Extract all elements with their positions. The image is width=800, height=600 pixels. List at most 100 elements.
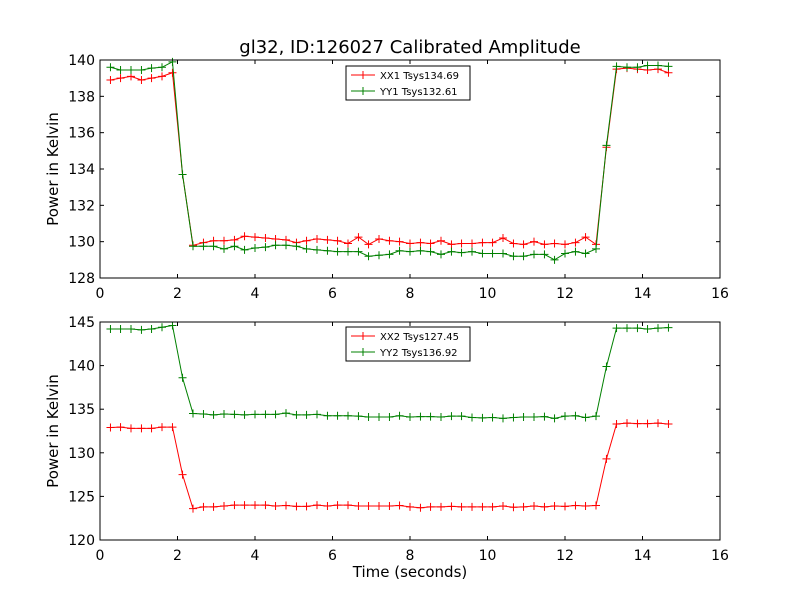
legend-label: XX2 Tsys127.45: [380, 332, 459, 343]
data-point: [571, 238, 580, 247]
data-point: [499, 249, 507, 258]
data-point: [292, 242, 301, 251]
y-tick-label: 140: [68, 359, 95, 375]
data-point: [251, 410, 259, 419]
data-point: [437, 413, 445, 422]
data-point: [488, 413, 497, 422]
data-point: [406, 247, 414, 256]
data-point: [612, 62, 621, 71]
data-point: [540, 412, 549, 421]
data-point: [220, 409, 228, 418]
data-point: [313, 410, 321, 419]
data-point: [158, 323, 166, 332]
data-point: [116, 423, 125, 432]
data-point: [519, 413, 528, 422]
data-point: [106, 75, 115, 84]
data-point: [106, 423, 115, 432]
data-point: [540, 502, 549, 511]
data-point: [271, 410, 280, 419]
data-point: [488, 502, 497, 511]
data-point: [457, 239, 466, 248]
data-point: [251, 244, 259, 253]
data-point: [633, 63, 642, 72]
data-point: [344, 247, 352, 256]
data-point: [333, 247, 342, 256]
chart-panel-1: 0 2 4 6 8 10 12 14 16 128 130 132 134 136 138 140 Power …: [44, 53, 729, 302]
legend-marker: [359, 332, 367, 340]
data-point: [457, 248, 466, 257]
data-point: [178, 170, 187, 179]
data-point: [364, 501, 373, 510]
data-point: [612, 324, 621, 333]
y-axis-label: Power in Kelvin: [44, 112, 62, 226]
data-point: [468, 502, 476, 511]
data-point: [271, 241, 280, 250]
data-point: [550, 255, 559, 264]
data-point: [209, 242, 218, 251]
data-point: [416, 238, 425, 247]
x-tick-label: 6: [328, 286, 337, 302]
data-point: [478, 238, 487, 247]
data-point: [437, 236, 445, 245]
data-point: [530, 413, 538, 422]
data-point: [354, 233, 363, 242]
data-point: [633, 419, 642, 428]
data-point: [106, 63, 115, 72]
series-yy1: [106, 57, 673, 264]
data-point: [581, 413, 590, 422]
x-tick-label: 2: [173, 548, 182, 564]
data-point: [261, 243, 270, 252]
data-point: [643, 324, 652, 333]
data-point: [633, 324, 642, 333]
data-point: [302, 236, 311, 245]
data-point: [406, 239, 414, 248]
data-point: [509, 413, 518, 422]
data-point: [137, 325, 146, 334]
data-point: [168, 321, 177, 330]
data-point: [592, 412, 600, 421]
data-point: [643, 61, 652, 70]
data-point: [499, 414, 507, 423]
y-tick-label: 138: [68, 89, 95, 105]
series-line: [110, 422, 669, 510]
data-point: [530, 501, 538, 510]
y-tick-label: 140: [68, 53, 95, 69]
data-point: [519, 252, 528, 261]
legend-marker: [359, 348, 367, 356]
data-point: [209, 410, 218, 419]
data-point: [292, 502, 301, 511]
data-point: [364, 413, 373, 422]
data-point: [426, 412, 435, 421]
data-point: [540, 240, 549, 249]
data-point: [654, 324, 662, 333]
x-tick-label: 12: [556, 286, 574, 302]
data-point: [602, 362, 611, 371]
y-tick-label: 128: [68, 271, 95, 287]
data-point: [561, 240, 569, 249]
chart-panel-2: 0 2 4 6 8 10 12 14 16 120 125 130 135 140 145 Power in …: [44, 315, 729, 581]
data-point: [261, 234, 270, 243]
data-point: [457, 412, 466, 421]
x-tick-label: 4: [251, 286, 260, 302]
x-tick-label: 8: [406, 286, 415, 302]
data-point: [499, 501, 507, 510]
data-point: [375, 501, 383, 510]
data-point: [302, 502, 311, 511]
data-point: [561, 249, 569, 258]
data-point: [447, 247, 456, 256]
data-point: [230, 242, 239, 251]
data-point: [323, 235, 332, 244]
data-point: [230, 410, 239, 419]
data-point: [127, 424, 135, 433]
data-point: [147, 324, 156, 333]
x-tick-label: 10: [479, 548, 497, 564]
data-point: [468, 247, 476, 256]
data-point: [137, 75, 146, 84]
data-point: [437, 250, 445, 259]
data-point: [416, 412, 425, 421]
data-point: [602, 454, 611, 463]
data-point: [530, 250, 538, 259]
data-point: [323, 501, 332, 510]
data-point: [623, 324, 631, 333]
data-point: [189, 409, 197, 418]
